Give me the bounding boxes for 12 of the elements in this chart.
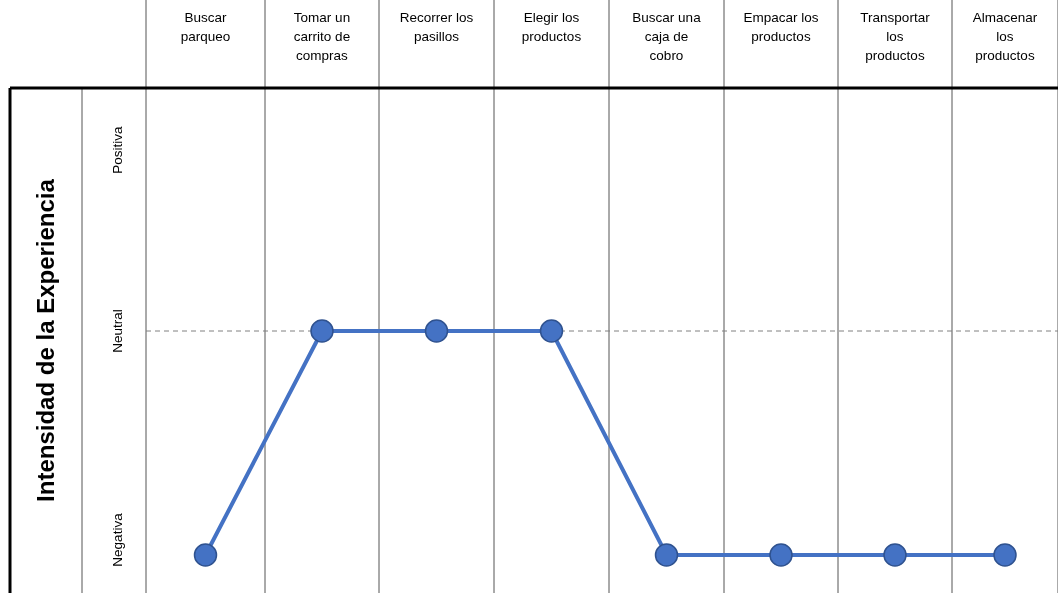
text: Negativa (110, 512, 125, 567)
x-tick-label: Transportar los productos (860, 10, 931, 63)
x-tick-label: Almacenar los productos (972, 10, 1038, 63)
x-tick-label: Tomar un carrito de compras (293, 10, 351, 63)
x-tick-label: Recorrer los pasillos (399, 10, 474, 44)
x-tick-label: Elegir los productos (521, 10, 582, 44)
x-tick-label: Empacar los productos (743, 10, 819, 44)
x-tick-label: Buscar parqueo (180, 10, 231, 44)
text: Positiva (110, 125, 125, 174)
y-axis-title: Intensidad de la Experiencia (32, 178, 59, 502)
text: Neutral (110, 309, 125, 353)
x-tick-label: Buscar una caja de cobro (632, 10, 702, 63)
